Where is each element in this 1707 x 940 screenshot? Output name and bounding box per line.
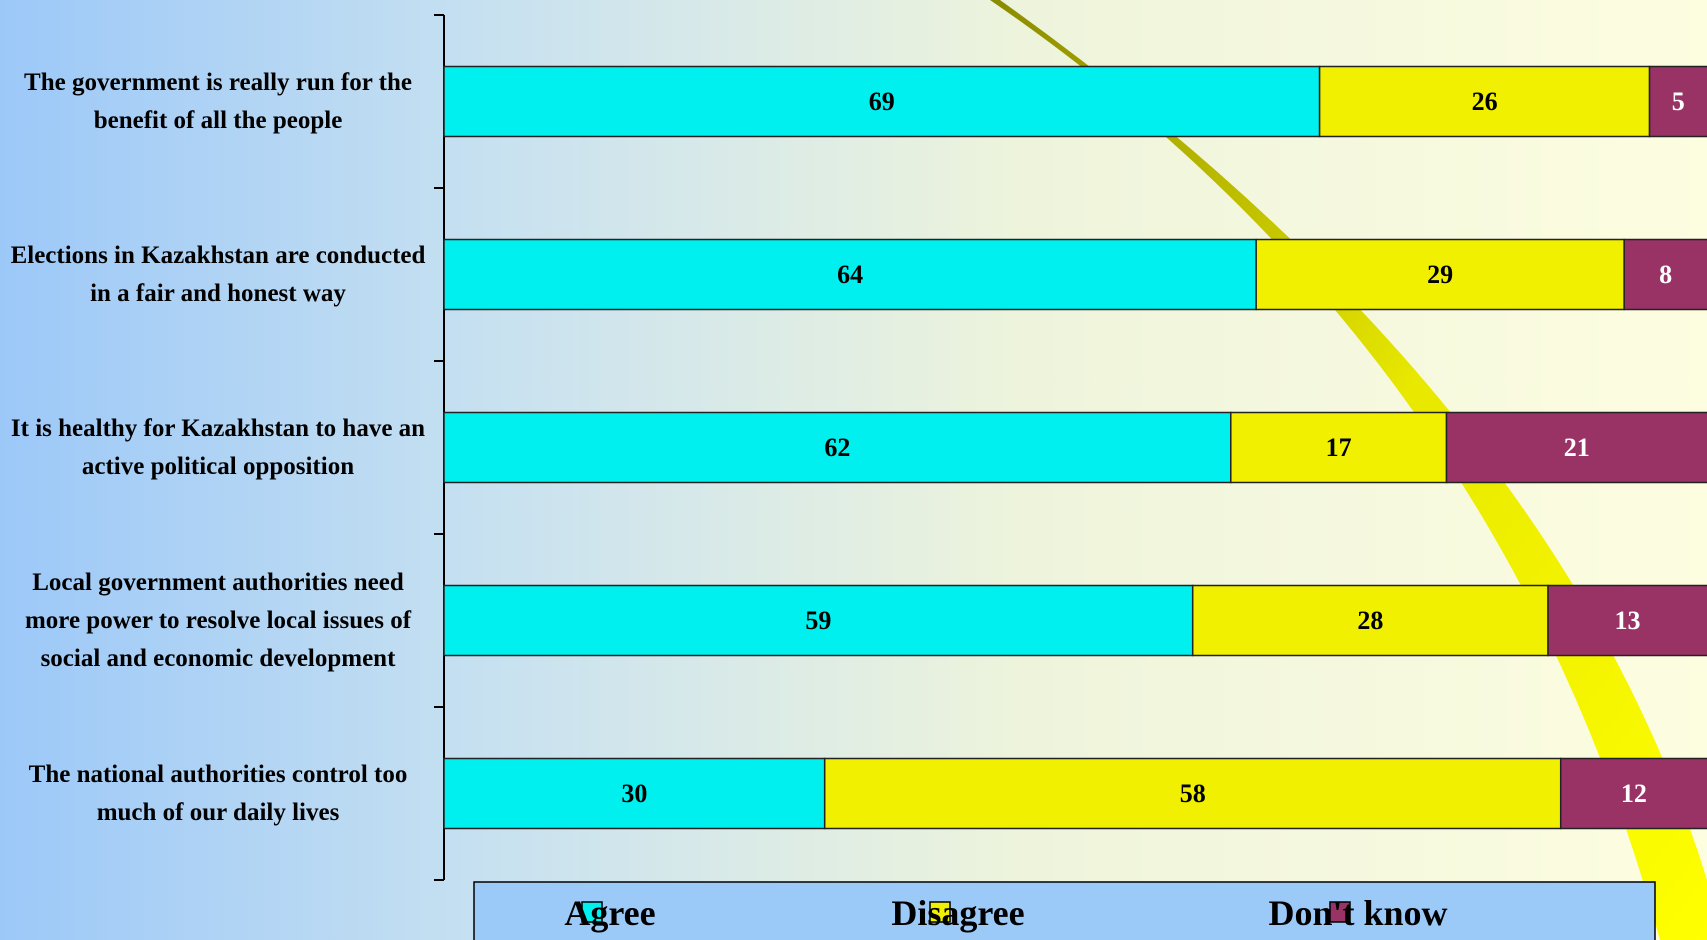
value-label: 28 [1357, 606, 1383, 635]
value-label: 12 [1621, 779, 1647, 808]
background-swoosh [990, 0, 1707, 940]
value-label: 62 [824, 433, 850, 462]
value-label: 21 [1564, 433, 1590, 462]
bar-segment [823, 757, 1562, 830]
value-label: 13 [1615, 606, 1641, 635]
category-label: Local government authorities need more p… [24, 568, 412, 672]
bar-segment [1230, 411, 1448, 484]
bar-segment [1445, 411, 1707, 484]
value-label: 29 [1427, 260, 1453, 289]
legend-swatch [1329, 901, 1351, 923]
bar-segment [1191, 584, 1549, 657]
value-label: 58 [1180, 779, 1206, 808]
bar-segment [443, 238, 1257, 311]
legend-label: Disagree [891, 893, 1024, 933]
bar-segment [1255, 238, 1625, 311]
category-label: It is healthy for Kazakhstan to have an … [10, 414, 426, 480]
bar-segment [443, 411, 1232, 484]
legend-label: Agree [564, 893, 655, 933]
category-label: Elections in Kazakhstan are conducted in… [10, 241, 426, 307]
bar-segment [1318, 65, 1651, 138]
bar-segment [443, 65, 1321, 138]
category-label: The government is really run for the ben… [24, 68, 412, 134]
value-label: 26 [1472, 87, 1498, 116]
value-label: 5 [1672, 87, 1685, 116]
bar-segment [443, 757, 826, 830]
value-label: 69 [869, 87, 895, 116]
legend-swatch [929, 901, 951, 923]
category-label: The national authorities control too muc… [28, 760, 408, 826]
value-label: 8 [1659, 260, 1672, 289]
legend-label: Don't know [1268, 893, 1447, 933]
value-label: 17 [1326, 433, 1352, 462]
legend-box [473, 881, 1656, 940]
bar-segment [1623, 238, 1707, 311]
bar-segment [1648, 65, 1707, 138]
value-label: 64 [837, 260, 863, 289]
bar-segment [1559, 757, 1707, 830]
bar-segment [1547, 584, 1707, 657]
value-label: 30 [621, 779, 647, 808]
value-label: 59 [805, 606, 831, 635]
legend-swatch [581, 901, 603, 923]
bar-segment [443, 584, 1194, 657]
